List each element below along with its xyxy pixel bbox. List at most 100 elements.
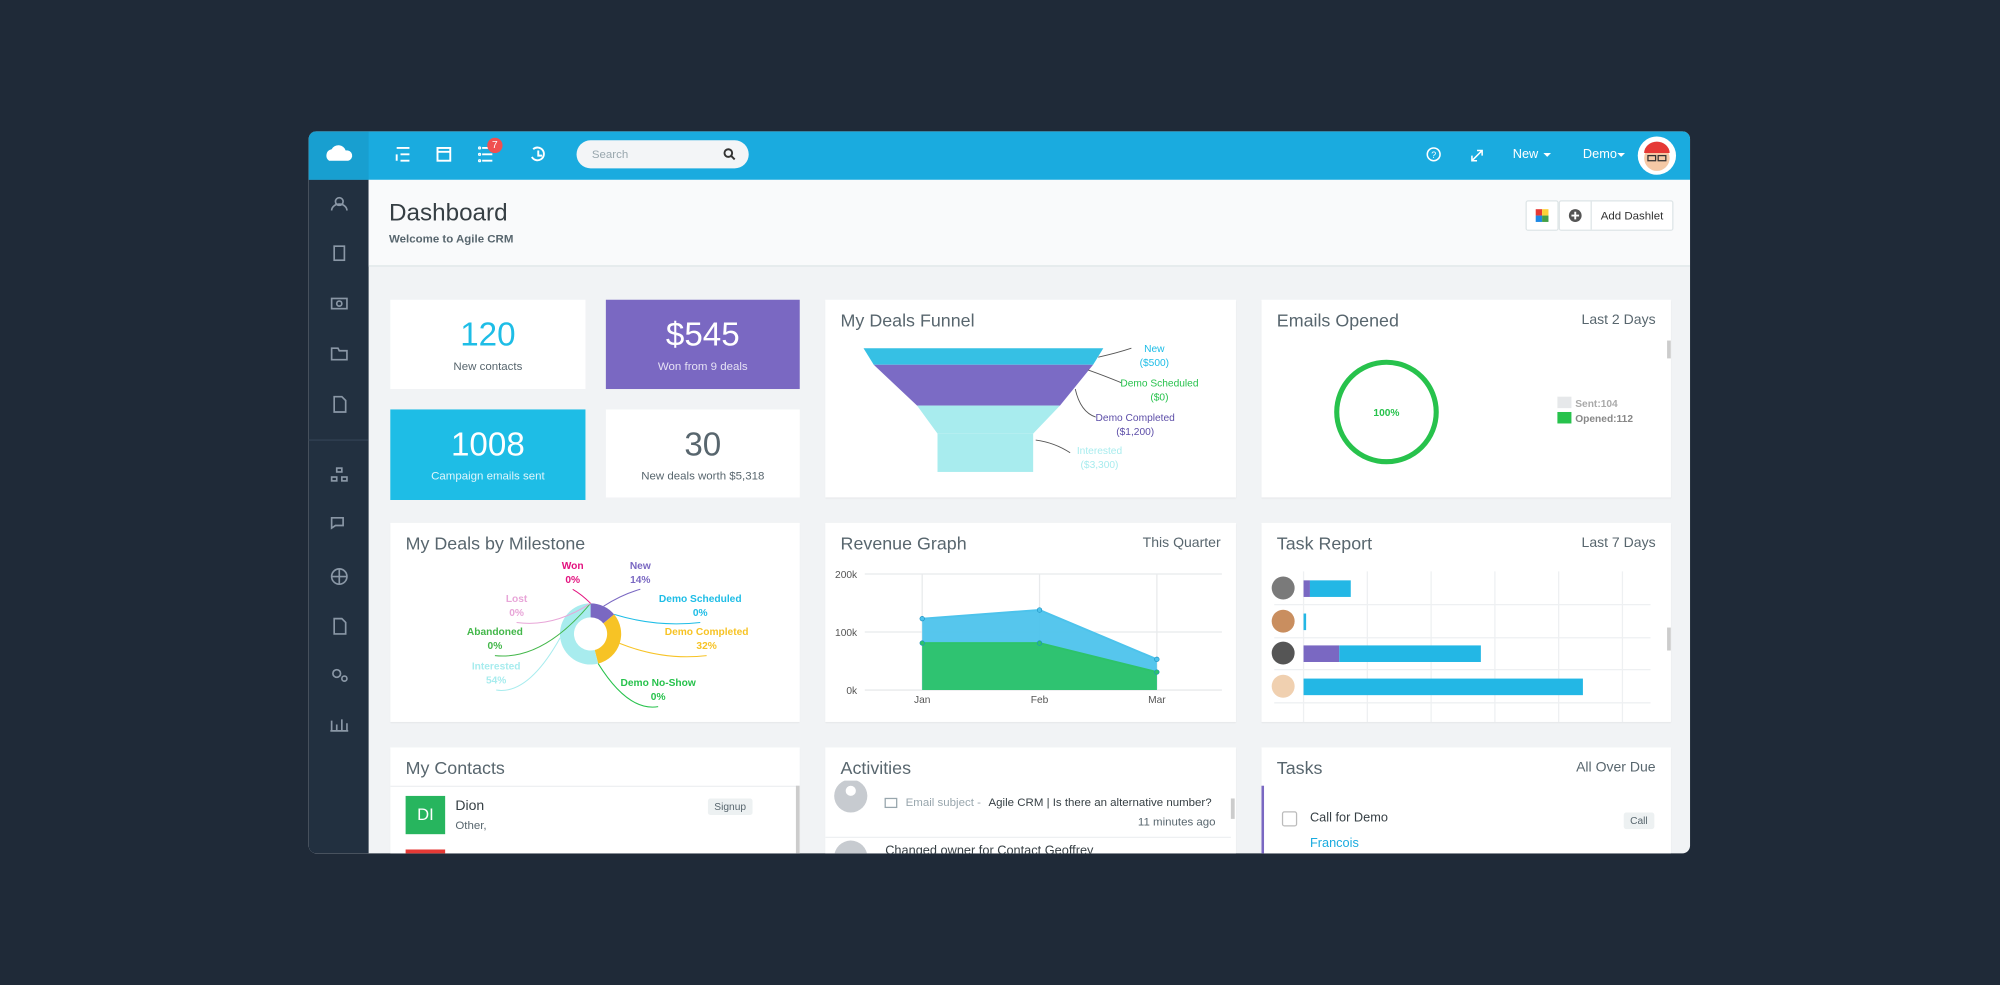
- stat-value: $545: [665, 315, 740, 354]
- app-window: 7 Search ? New Demo: [308, 131, 1691, 854]
- area: [922, 643, 1157, 691]
- slice-name: Won: [562, 561, 584, 572]
- contact-name[interactable]: Dion: [455, 798, 485, 814]
- point: [919, 640, 925, 646]
- new-menu[interactable]: New: [1512, 147, 1539, 162]
- panel-period: All Over Due: [1576, 760, 1656, 776]
- slice-name: New: [630, 561, 651, 572]
- contact-avatar[interactable]: DI: [405, 795, 446, 835]
- point: [1154, 669, 1160, 675]
- slice-value: 14%: [630, 575, 650, 586]
- funnel-stage: New: [1144, 344, 1165, 355]
- funnel-chart: New ($500) Demo Scheduled ($0) Demo Comp…: [863, 344, 1199, 472]
- search-placeholder: Search: [591, 147, 629, 161]
- slice-value: 0%: [693, 608, 708, 619]
- leader-line: [613, 613, 701, 625]
- leader-line: [603, 588, 641, 607]
- funnel-stage: Interested: [1077, 446, 1123, 457]
- sidebar: [308, 179, 369, 854]
- leader-line: [494, 602, 591, 657]
- panel-title: My Deals by Milestone: [405, 533, 586, 554]
- svg-text:?: ?: [1431, 150, 1436, 160]
- activity-time: 11 minutes ago: [1137, 815, 1216, 828]
- funnel-amount: ($500): [1140, 358, 1169, 369]
- nav-icons[interactable]: [385, 131, 564, 179]
- stat-label: New contacts: [453, 359, 523, 373]
- milestone-panel: My Deals by Milestone New 14% Demo Schedul…: [390, 522, 800, 722]
- task-title[interactable]: Call for Demo: [1309, 811, 1388, 826]
- funnel-panel: My Deals Funnel New ($500) Demo Schedule…: [825, 299, 1236, 498]
- emails-panel: Emails Opened Last 2 Days 100% Sent:104 …: [1261, 299, 1671, 498]
- stat-tile[interactable]: $545 Won from 9 deals: [605, 299, 800, 390]
- panel-title: Emails Opened: [1276, 309, 1399, 331]
- search-box[interactable]: Search: [576, 140, 749, 169]
- stat-label: Won from 9 deals: [657, 359, 748, 373]
- stat-tile[interactable]: 30 New deals worth $5,318: [605, 409, 800, 498]
- point: [1154, 656, 1160, 662]
- activity-kind: Email subject -: [905, 795, 981, 809]
- task-report-chart: [1271, 571, 1671, 722]
- slice-value: 0%: [565, 575, 580, 586]
- slice-value: 0%: [488, 641, 503, 652]
- open-rate: 100%: [1373, 408, 1399, 419]
- slice-name: Interested: [472, 662, 521, 673]
- stat-value: 1008: [450, 424, 525, 464]
- help-fullscreen-icons[interactable]: ?: [1423, 143, 1487, 169]
- panel-title: Tasks: [1276, 757, 1323, 779]
- stat-label: New deals worth $5,318: [641, 469, 765, 483]
- x-tick-label: Jan: [914, 695, 930, 706]
- milestone-donut: New 14% Demo Scheduled 0% Demo Completed 32% D…: [467, 561, 749, 708]
- leader-line: [496, 637, 561, 691]
- user-avatar[interactable]: [1636, 135, 1677, 176]
- leader-line: [572, 588, 591, 604]
- task-report-panel: Task Report Last 7 Days: [1261, 522, 1671, 722]
- activity-text[interactable]: Agile CRM | Is there an alternative numb…: [988, 795, 1212, 809]
- add-dashlet-button[interactable]: Add Dashlet: [1558, 200, 1674, 231]
- legend-entry: Opened:112: [1575, 414, 1633, 425]
- slice-value: 32%: [696, 641, 716, 652]
- page-title: Dashboard: [389, 200, 508, 228]
- leader-line: [516, 602, 591, 624]
- activity-text[interactable]: Changed owner for Contact Geoffrey: [885, 844, 1094, 854]
- point: [1036, 607, 1043, 613]
- revenue-panel: Revenue Graph This Quarter 0k 100k 200k Jan…: [825, 522, 1236, 722]
- panel-period: Last 7 Days: [1581, 535, 1656, 552]
- revenue-chart: 0k 100k 200k Jan Feb Mar: [835, 570, 1222, 706]
- donut-slice: [594, 614, 622, 664]
- legend-entry: Sent:104: [1575, 399, 1618, 410]
- contact-tag: Signup: [707, 798, 753, 816]
- notification-badge: 7: [492, 139, 498, 151]
- user-menu[interactable]: Demo: [1582, 147, 1617, 162]
- slice-name: Demo Scheduled: [659, 594, 742, 605]
- leader-line: [619, 642, 707, 658]
- slice-value: 54%: [486, 676, 506, 687]
- slice-value: 0%: [651, 692, 666, 703]
- leader-line: [597, 663, 659, 708]
- donut-slice: [590, 603, 615, 624]
- funnel-stage: Demo Completed: [1096, 413, 1176, 424]
- stat-value: 120: [460, 315, 516, 354]
- panel-title: My Deals Funnel: [840, 309, 975, 331]
- x-tick-label: Mar: [1148, 695, 1166, 706]
- gadget-button[interactable]: [1525, 200, 1559, 231]
- y-tick-label: 0k: [846, 686, 858, 697]
- logo[interactable]: [308, 131, 369, 180]
- sidebar-icons[interactable]: [308, 180, 369, 853]
- tasks-panel: Tasks All Over Due Call for Demo Call Fr…: [1261, 747, 1671, 854]
- point: [919, 616, 925, 622]
- page-subtitle: Welcome to Agile CRM: [389, 232, 514, 245]
- page-header: Dashboard Welcome to Agile CRM Add Dashl…: [368, 179, 1691, 267]
- stat-tile[interactable]: 1008 Campaign emails sent: [390, 409, 586, 500]
- task-checkbox[interactable]: [1281, 811, 1298, 827]
- slice-name: Demo No-Show: [621, 678, 696, 689]
- task-contact[interactable]: Francois: [1309, 836, 1359, 851]
- add-dashlet-label: Add Dashlet: [1600, 209, 1664, 222]
- donut-slice: [559, 603, 599, 665]
- x-tick-label: Feb: [1031, 695, 1049, 706]
- emails-chart: 100% Sent:104 Opened:112: [1334, 340, 1671, 465]
- panel-period: This Quarter: [1142, 535, 1221, 552]
- stat-tile[interactable]: 120 New contacts: [390, 299, 586, 390]
- panel-title: My Contacts: [405, 757, 505, 779]
- funnel-amount: ($0): [1150, 393, 1168, 404]
